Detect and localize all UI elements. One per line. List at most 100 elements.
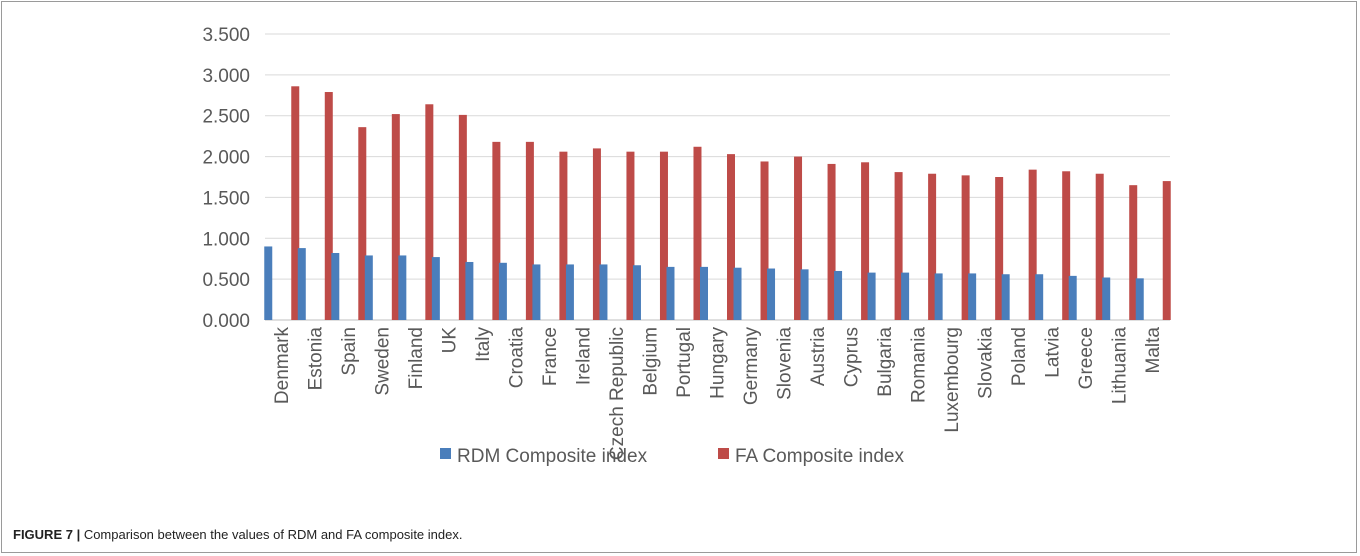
y-tick-label: 2.500 <box>202 107 250 128</box>
bars <box>264 86 1171 320</box>
legend-label: FA Composite index <box>735 446 904 467</box>
x-tick-label: Romania <box>909 327 930 403</box>
fa-bar-austria <box>827 163 836 320</box>
x-tick-label: Sweden <box>372 327 393 396</box>
caption-label: FIGURE 7 | <box>13 527 81 542</box>
fa-bar-hungary <box>727 154 735 320</box>
rdm-bar-denmark <box>264 246 273 320</box>
rdm-bar-croatia <box>498 262 507 320</box>
fa-bar-romania <box>928 173 937 320</box>
figure-caption: FIGURE 7 | Comparison between the values… <box>13 527 462 542</box>
rdm-bar-greece <box>1068 275 1077 320</box>
fa-bar-malta <box>1162 181 1171 320</box>
fa-bar-germany <box>760 161 769 320</box>
x-tick-label: Slovakia <box>976 327 997 399</box>
fa-bar-latvia <box>1062 171 1071 320</box>
fa-bar-belgium <box>659 151 668 320</box>
x-tick-label: Ireland <box>573 327 594 385</box>
rdm-bar-sweden <box>364 255 373 320</box>
caption-text: Comparison between the values of RDM and… <box>80 527 463 542</box>
fa-bar-lithuania <box>1129 185 1138 320</box>
rdm-bar-luxembourg <box>934 273 943 320</box>
fa-bar-uk <box>458 114 467 320</box>
y-tick-label: 0.000 <box>202 311 250 332</box>
y-tick-label: 2.000 <box>202 148 250 169</box>
rdm-bar-hungary <box>700 266 708 320</box>
fa-bar-italy <box>492 141 501 320</box>
x-tick-label: Poland <box>1009 327 1030 386</box>
fa-bar-croatia <box>525 141 534 320</box>
legend-swatch <box>718 448 729 459</box>
rdm-bar-lithuania <box>1102 277 1111 320</box>
fa-bar-bulgaria <box>894 172 903 320</box>
rdm-bar-latvia <box>1035 274 1044 320</box>
x-tick-label: Luxembourg <box>942 327 963 433</box>
fa-bar-ireland <box>592 148 601 320</box>
rdm-bar-ireland <box>565 264 574 320</box>
fa-bar-portugal <box>693 146 702 320</box>
fa-bar-denmark <box>291 86 300 320</box>
y-tick-label: 0.500 <box>202 270 250 291</box>
rdm-bar-austria <box>800 269 809 320</box>
rdm-bar-germany <box>733 267 742 320</box>
x-tick-label: Austria <box>808 327 829 387</box>
rdm-bar-portugal <box>666 266 675 320</box>
rdm-bar-slovenia <box>767 268 776 320</box>
x-tick-label: Portugal <box>674 327 695 398</box>
rdm-bar-romania <box>901 272 910 320</box>
x-tick-label: France <box>540 327 561 386</box>
x-tick-label: Cyprus <box>842 327 863 387</box>
rdm-bar-poland <box>1001 274 1010 320</box>
x-tick-label: Spain <box>339 327 360 376</box>
x-tick-label: Greece <box>1076 327 1097 389</box>
x-tick-label: Finland <box>406 327 427 389</box>
fa-bar-cyprus <box>861 162 870 320</box>
rdm-bar-belgium <box>632 265 641 320</box>
rdm-bar-estonia <box>297 248 306 320</box>
y-tick-label: 1.500 <box>202 188 250 209</box>
x-tick-label: Latvia <box>1043 327 1064 378</box>
legend: RDM Composite index FA Composite index <box>440 446 904 467</box>
rdm-bar-czech-republic <box>599 264 608 320</box>
rdm-bar-slovakia <box>968 273 977 320</box>
x-tick-label: Czech Republic <box>607 327 628 460</box>
x-axis-ticks: Denmark Estonia Spain Sweden Finland UK Italy C… <box>272 327 1164 461</box>
fa-bar-spain <box>358 127 367 320</box>
x-tick-label: Estonia <box>305 327 326 391</box>
x-tick-label: Italy <box>473 327 494 362</box>
rdm-bar-cyprus <box>834 270 843 320</box>
x-tick-label: Denmark <box>272 327 293 405</box>
y-tick-label: 3.500 <box>202 25 250 46</box>
legend-swatch <box>440 448 451 459</box>
rdm-bar-spain <box>331 252 340 320</box>
y-tick-label: 3.000 <box>202 66 250 87</box>
fa-bar-luxembourg <box>961 175 970 320</box>
fa-bar-czech-republic <box>626 151 635 320</box>
rdm-bar-malta <box>1135 278 1144 320</box>
x-tick-label: UK <box>439 327 460 354</box>
rdm-bar-finland <box>398 255 407 320</box>
y-axis-ticks: 0.000 0.500 1.000 1.500 2.000 2.500 3.000 3.500 <box>202 25 250 332</box>
rdm-bar-bulgaria <box>867 272 876 320</box>
fa-bar-finland <box>425 104 434 320</box>
x-tick-label: Slovenia <box>775 327 796 400</box>
fa-bar-poland <box>1028 169 1037 320</box>
x-tick-label: Croatia <box>506 327 527 389</box>
legend-label: RDM Composite index <box>457 446 648 467</box>
fa-bar-sweden <box>391 114 400 320</box>
y-tick-label: 1.000 <box>202 229 250 250</box>
fa-bar-slovakia <box>995 177 1004 320</box>
rdm-bar-italy <box>465 261 474 320</box>
x-tick-label: Bulgaria <box>875 327 896 397</box>
fa-bar-estonia <box>324 92 333 320</box>
bar-chart: 0.000 0.500 1.000 1.500 2.000 2.500 3.000 3.500… <box>202 25 1171 467</box>
fa-bar-greece <box>1095 173 1104 320</box>
x-tick-label: Lithuania <box>1110 327 1131 405</box>
rdm-bar-uk <box>431 257 440 320</box>
fa-bar-france <box>559 151 568 320</box>
fa-bar-slovenia <box>794 156 803 320</box>
x-tick-label: Germany <box>741 327 762 406</box>
x-tick-label: Hungary <box>708 327 729 399</box>
rdm-bar-france <box>532 264 541 320</box>
